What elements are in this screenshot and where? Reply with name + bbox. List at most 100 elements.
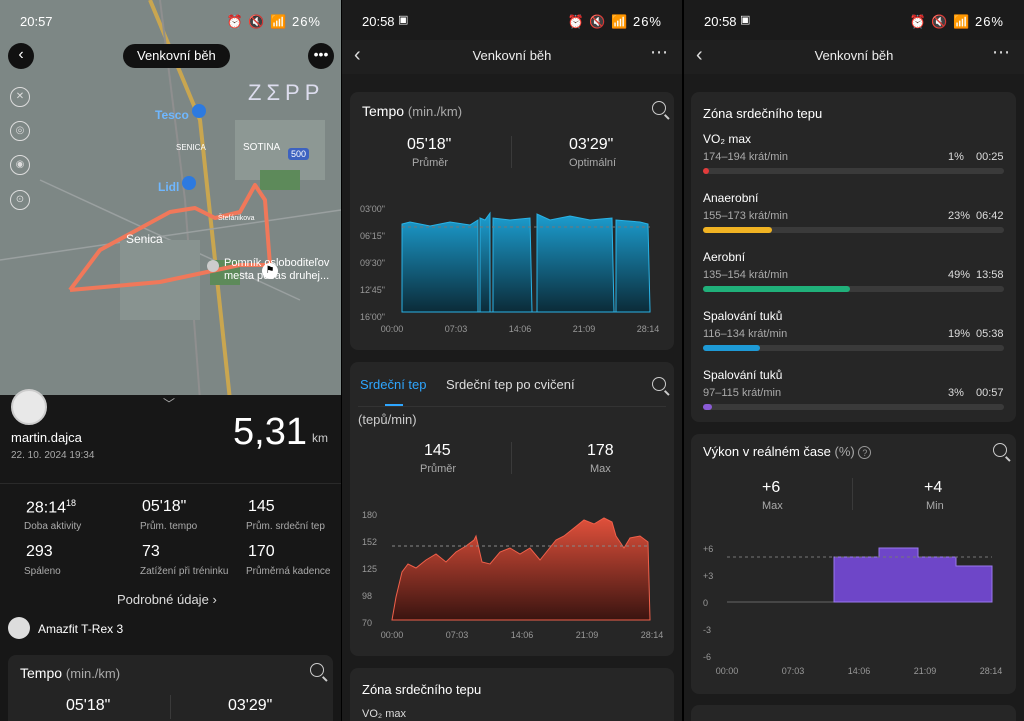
page-title: Venkovní běh xyxy=(814,48,894,63)
zone-name: Aerobní xyxy=(703,250,746,264)
zone-bar-fill xyxy=(703,404,713,410)
pace-chart: 03'00" 06'15" 09'30" 12'45" 16'00" 00:00 07:03… xyxy=(360,204,660,334)
pace-divider xyxy=(170,695,171,719)
status-icons-text: ⏰ 🔇 📶 xyxy=(226,14,292,29)
y-tick-label: 09'30" xyxy=(360,258,385,268)
zone-time: 00:57 xyxy=(976,387,1004,399)
map-label-street: Štefánikova xyxy=(218,215,255,222)
y-tick-label: 12'45" xyxy=(360,285,385,295)
hr-card: Srdeční tep Srdeční tep po cvičení (tepů… xyxy=(350,362,674,656)
battery-level: 26% xyxy=(291,14,321,29)
status-icons: ⏰ 🔇 📶 26% xyxy=(910,14,1004,30)
pace-avg-label: Průměr xyxy=(412,157,449,169)
zone-time: 00:25 xyxy=(976,151,1004,163)
power-chart: +6 +3 0 -3 -6 00:00 07:03 14:06 21:09 28:14 xyxy=(703,544,1003,676)
hr-unit: (tepů/min) xyxy=(358,412,417,427)
x-tick-label: 00:00 xyxy=(381,324,404,334)
zone-bar xyxy=(703,168,1004,174)
stat-value: 145 xyxy=(248,498,275,516)
zoom-icon[interactable] xyxy=(652,101,666,115)
zone-time: 05:38 xyxy=(976,328,1004,340)
stat-value-sup: 18 xyxy=(66,498,77,508)
back-arrow-icon[interactable]: ‹ xyxy=(696,44,703,66)
map-label-senica-small: SENICA xyxy=(176,143,206,152)
details-label[interactable]: Podrobné údaje xyxy=(117,592,209,607)
status-icons: ⏰ 🔇 📶 26% xyxy=(227,14,321,30)
x-tick-label: 28:14 xyxy=(641,630,664,640)
gallery-icon: ▣ xyxy=(740,14,751,26)
back-button[interactable]: ‹ xyxy=(8,43,34,69)
battery-level: 26% xyxy=(632,14,662,29)
collapse-chevron-icon[interactable]: ﹀ xyxy=(163,397,176,411)
pace-card-title: Tempo (min./km) xyxy=(20,665,120,681)
more-icon[interactable]: ⋯ xyxy=(650,42,668,62)
map-label-senica: Senica xyxy=(126,232,163,246)
tab-divider xyxy=(358,406,666,407)
zone-bar xyxy=(703,286,1004,292)
zoom-icon[interactable] xyxy=(652,377,666,391)
avatar[interactable] xyxy=(11,389,47,425)
stat-label: Zatížení při tréninku xyxy=(140,566,229,577)
y-tick-label: 0 xyxy=(703,598,708,608)
chevron-right-icon: › xyxy=(212,592,217,607)
zone-bar xyxy=(703,227,1004,233)
status-icons: ⏰ 🔇 📶 26% xyxy=(568,14,662,30)
map-label-tesco: Tesco xyxy=(155,108,189,122)
status-bar: 20:57 ⏰ 🔇 📶 26% xyxy=(0,0,341,40)
more-button[interactable]: ••• xyxy=(308,43,334,69)
y-tick-label: 06'15" xyxy=(360,231,385,241)
zone-bar xyxy=(703,345,1004,351)
y-tick-label: 98 xyxy=(362,591,372,601)
x-tick-label: 28:14 xyxy=(980,666,1003,676)
zone-range: 155–173 krát/min xyxy=(703,210,788,222)
tesco-pin-icon xyxy=(192,104,206,118)
lidl-pin-icon xyxy=(182,176,196,190)
zepp-logo: ZΣPP xyxy=(248,80,325,105)
help-icon[interactable]: ? xyxy=(858,446,872,459)
zoom-icon[interactable] xyxy=(993,443,1007,457)
pace-series xyxy=(401,211,651,313)
details-link[interactable]: Podrobné údaje › xyxy=(117,592,217,607)
stat-value-main: 05'18" xyxy=(142,498,187,515)
power-min-value: +4 xyxy=(924,479,943,496)
stat-value-main: 73 xyxy=(142,543,160,560)
tab-underline xyxy=(385,404,403,406)
zone-percent: 19% xyxy=(948,328,971,340)
x-tick-label: 07:03 xyxy=(445,324,468,334)
tab-heart-rate[interactable]: Srdeční tep xyxy=(360,377,427,392)
stat-divider xyxy=(511,442,512,474)
map-label-sotina: SOTINA xyxy=(243,142,281,153)
zone-preview-title: Zóna srdečního tepu xyxy=(362,682,482,697)
eye-icon[interactable]: ◉ xyxy=(10,155,30,175)
stat-label: Prům. tempo xyxy=(140,521,198,532)
zone-card-title: Zóna srdečního tepu xyxy=(703,106,823,121)
stat-value-main: 293 xyxy=(26,543,53,560)
zoom-icon[interactable] xyxy=(310,663,324,677)
stat-label: Průměrná kadence xyxy=(246,566,331,577)
hr-chart: 180 152 125 98 70 00:00 07:03 14:06 21:09 28:14 xyxy=(362,510,664,640)
status-bar: 20:58 ▣ ⏰ 🔇 📶 26% xyxy=(342,0,682,40)
zone-range: 135–154 krát/min xyxy=(703,269,788,281)
back-arrow-icon[interactable]: ‹ xyxy=(354,44,361,66)
x-tick-label: 00:00 xyxy=(716,666,739,676)
status-icons-text: ⏰ 🔇 📶 xyxy=(567,14,633,29)
y-tick-label: 03'00" xyxy=(360,204,385,214)
power-title-text: Výkon v reálném čase xyxy=(703,444,831,459)
stat-value: 293 xyxy=(26,543,53,561)
more-icon[interactable]: ⋯ xyxy=(992,42,1010,62)
pace-unit: (min./km) xyxy=(407,104,463,119)
pace-title: Tempo xyxy=(20,665,63,681)
battery-level: 26% xyxy=(974,14,1004,29)
gps-off-icon[interactable]: ✕ xyxy=(10,87,30,107)
locate-icon[interactable]: ⊙ xyxy=(10,190,30,210)
tab-recovery-hr[interactable]: Srdeční tep po cvičení xyxy=(446,377,575,392)
zone-bar xyxy=(703,404,1004,410)
layers-icon[interactable]: ◎ xyxy=(10,121,30,141)
device-name: Amazfit T-Rex 3 xyxy=(38,622,124,636)
pace-card-preview: Tempo (min./km) 05'18" 03'29" xyxy=(8,655,333,721)
zone-range: 116–134 krát/min xyxy=(703,328,788,340)
pace-title: Tempo xyxy=(362,103,405,119)
next-card-preview xyxy=(691,705,1016,721)
x-tick-label: 28:14 xyxy=(637,324,660,334)
zone-name: Spalování tuků xyxy=(703,309,783,323)
